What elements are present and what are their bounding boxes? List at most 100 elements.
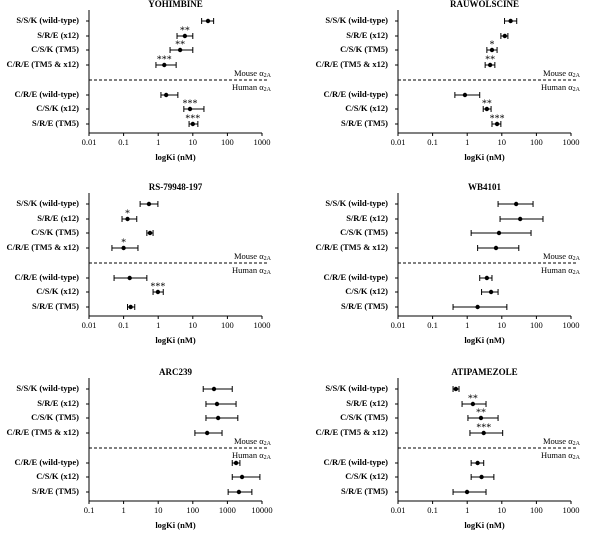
x-tick-label: 1000 — [563, 505, 580, 515]
x-tick-label: 10 — [498, 137, 507, 147]
x-tick-label: 10 — [498, 505, 507, 515]
y-tick-label: C/S/K (TM5) — [31, 227, 79, 237]
y-tick-label: C/R/E (TM5 & x12) — [7, 59, 80, 69]
panel: RS-79948-197 0.01 0.1 1 10 100 1000 logKi (nM) M… — [7, 182, 272, 345]
x-tick-label: 1 — [121, 505, 125, 515]
x-axis-label: logKi (nM) — [464, 335, 505, 345]
point — [481, 430, 486, 436]
significance: ** — [485, 54, 495, 65]
point — [478, 415, 484, 421]
point — [190, 121, 195, 127]
significance: *** — [183, 98, 198, 109]
group-label: Mouse α2A — [543, 251, 581, 262]
group-label: Mouse α2A — [543, 436, 581, 447]
y-tick-label: S/S/K (wild-type) — [16, 383, 79, 393]
point — [470, 401, 476, 407]
x-tick-label: 0.1 — [427, 505, 438, 515]
significance: * — [125, 208, 130, 219]
panel: ATIPAMEZOLE 0.01 0.1 1 10 100 1000 logKi (nM) Mo… — [316, 367, 581, 530]
y-tick-label: S/R/E (x12) — [346, 213, 388, 223]
group-label-sub: 2A — [264, 455, 272, 461]
panel-title: WB4101 — [468, 182, 502, 192]
point — [121, 245, 126, 251]
y-tick-label: S/R/E (TM5) — [32, 118, 79, 128]
group-label-text: Mouse α — [543, 251, 573, 261]
point — [182, 33, 188, 39]
y-tick-label: C/R/E (TM5 & x12) — [316, 242, 389, 252]
point — [488, 289, 494, 295]
point — [475, 460, 480, 466]
y-tick-label: C/R/E (TM5 & x12) — [7, 242, 80, 252]
point — [479, 474, 484, 480]
x-tick-label: 10 — [189, 137, 198, 147]
point — [489, 47, 495, 53]
x-tick-label: 0.01 — [391, 137, 406, 147]
x-axis-label: logKi (nM) — [155, 152, 196, 162]
panel-title: ATIPAMEZOLE — [451, 367, 517, 377]
panel-title: YOHIMBINE — [148, 0, 203, 9]
y-tick-label: C/S/K (TM5) — [340, 412, 388, 422]
x-tick-label: 100 — [221, 137, 234, 147]
point — [187, 106, 193, 112]
x-tick-label: 1000 — [254, 320, 271, 330]
panel-title: RAUWOLSCINE — [450, 0, 519, 9]
group-label-text: Mouse α — [543, 436, 573, 446]
group-label-text: Human α — [232, 82, 264, 92]
group-label: Mouse α2A — [234, 436, 272, 447]
significance: *** — [185, 113, 200, 124]
panel: YOHIMBINE 0.01 0.1 1 10 100 1000 logKi (nM) Mous… — [7, 0, 272, 162]
group-label: Mouse α2A — [543, 68, 581, 79]
x-tick-label: 1 — [465, 320, 469, 330]
y-tick-label: C/R/E (wild-type) — [324, 89, 389, 99]
x-tick-label: 1000 — [254, 137, 271, 147]
point — [502, 33, 507, 39]
y-tick-label: C/R/E (TM5 & x12) — [316, 59, 389, 69]
group-label-text: Mouse α — [234, 68, 264, 78]
y-tick-label: S/S/K (wild-type) — [16, 198, 79, 208]
group-label-text: Human α — [541, 265, 573, 275]
y-tick-label: C/R/E (wild-type) — [324, 272, 389, 282]
group-label-text: Mouse α — [234, 436, 264, 446]
point — [125, 216, 130, 222]
group-label-sub: 2A — [264, 256, 272, 262]
y-tick-label: C/S/K (x12) — [345, 471, 388, 481]
x-tick-label: 1000 — [219, 505, 236, 515]
point — [236, 489, 242, 495]
point — [155, 289, 161, 295]
group-label-text: Human α — [541, 82, 573, 92]
significance: * — [121, 237, 126, 248]
point — [517, 216, 523, 222]
panel-title: RS-79948-197 — [149, 182, 203, 192]
point — [204, 430, 210, 436]
group-label-sub: 2A — [573, 87, 581, 93]
x-tick-label: 0.01 — [82, 320, 97, 330]
point — [233, 460, 239, 466]
y-tick-label: S/R/E (x12) — [37, 213, 79, 223]
y-tick-label: S/R/E (TM5) — [341, 301, 388, 311]
x-tick-label: 10 — [498, 320, 507, 330]
y-tick-label: S/S/K (wild-type) — [325, 383, 388, 393]
group-label-sub: 2A — [573, 256, 581, 262]
x-tick-label: 100 — [221, 320, 234, 330]
point — [493, 245, 499, 251]
point — [508, 18, 513, 24]
point — [215, 415, 221, 421]
significance: ** — [482, 98, 492, 109]
x-tick-label: 1 — [156, 137, 160, 147]
y-tick-label: S/R/E (x12) — [346, 30, 388, 40]
y-tick-label: C/S/K (x12) — [36, 103, 79, 113]
group-label-sub: 2A — [573, 270, 581, 276]
group-label-sub: 2A — [264, 441, 272, 447]
y-tick-label: S/R/E (x12) — [37, 398, 79, 408]
y-tick-label: C/S/K (TM5) — [340, 44, 388, 54]
panel: WB4101 0.01 0.1 1 10 100 1000 logKi (nM) Mouse α… — [316, 182, 581, 345]
panel: ARC239 0.1 1 10 100 1000 10000 logKi (nM) Mouse … — [7, 367, 273, 530]
x-tick-label: 0.01 — [82, 137, 97, 147]
group-label-text: Human α — [541, 450, 573, 460]
y-tick-label: C/R/E (wild-type) — [15, 272, 80, 282]
group-label: Human α2A — [232, 450, 272, 461]
y-tick-label: C/R/E (TM5 & x12) — [7, 427, 80, 437]
point — [162, 62, 167, 68]
y-tick-label: S/R/E (x12) — [346, 398, 388, 408]
